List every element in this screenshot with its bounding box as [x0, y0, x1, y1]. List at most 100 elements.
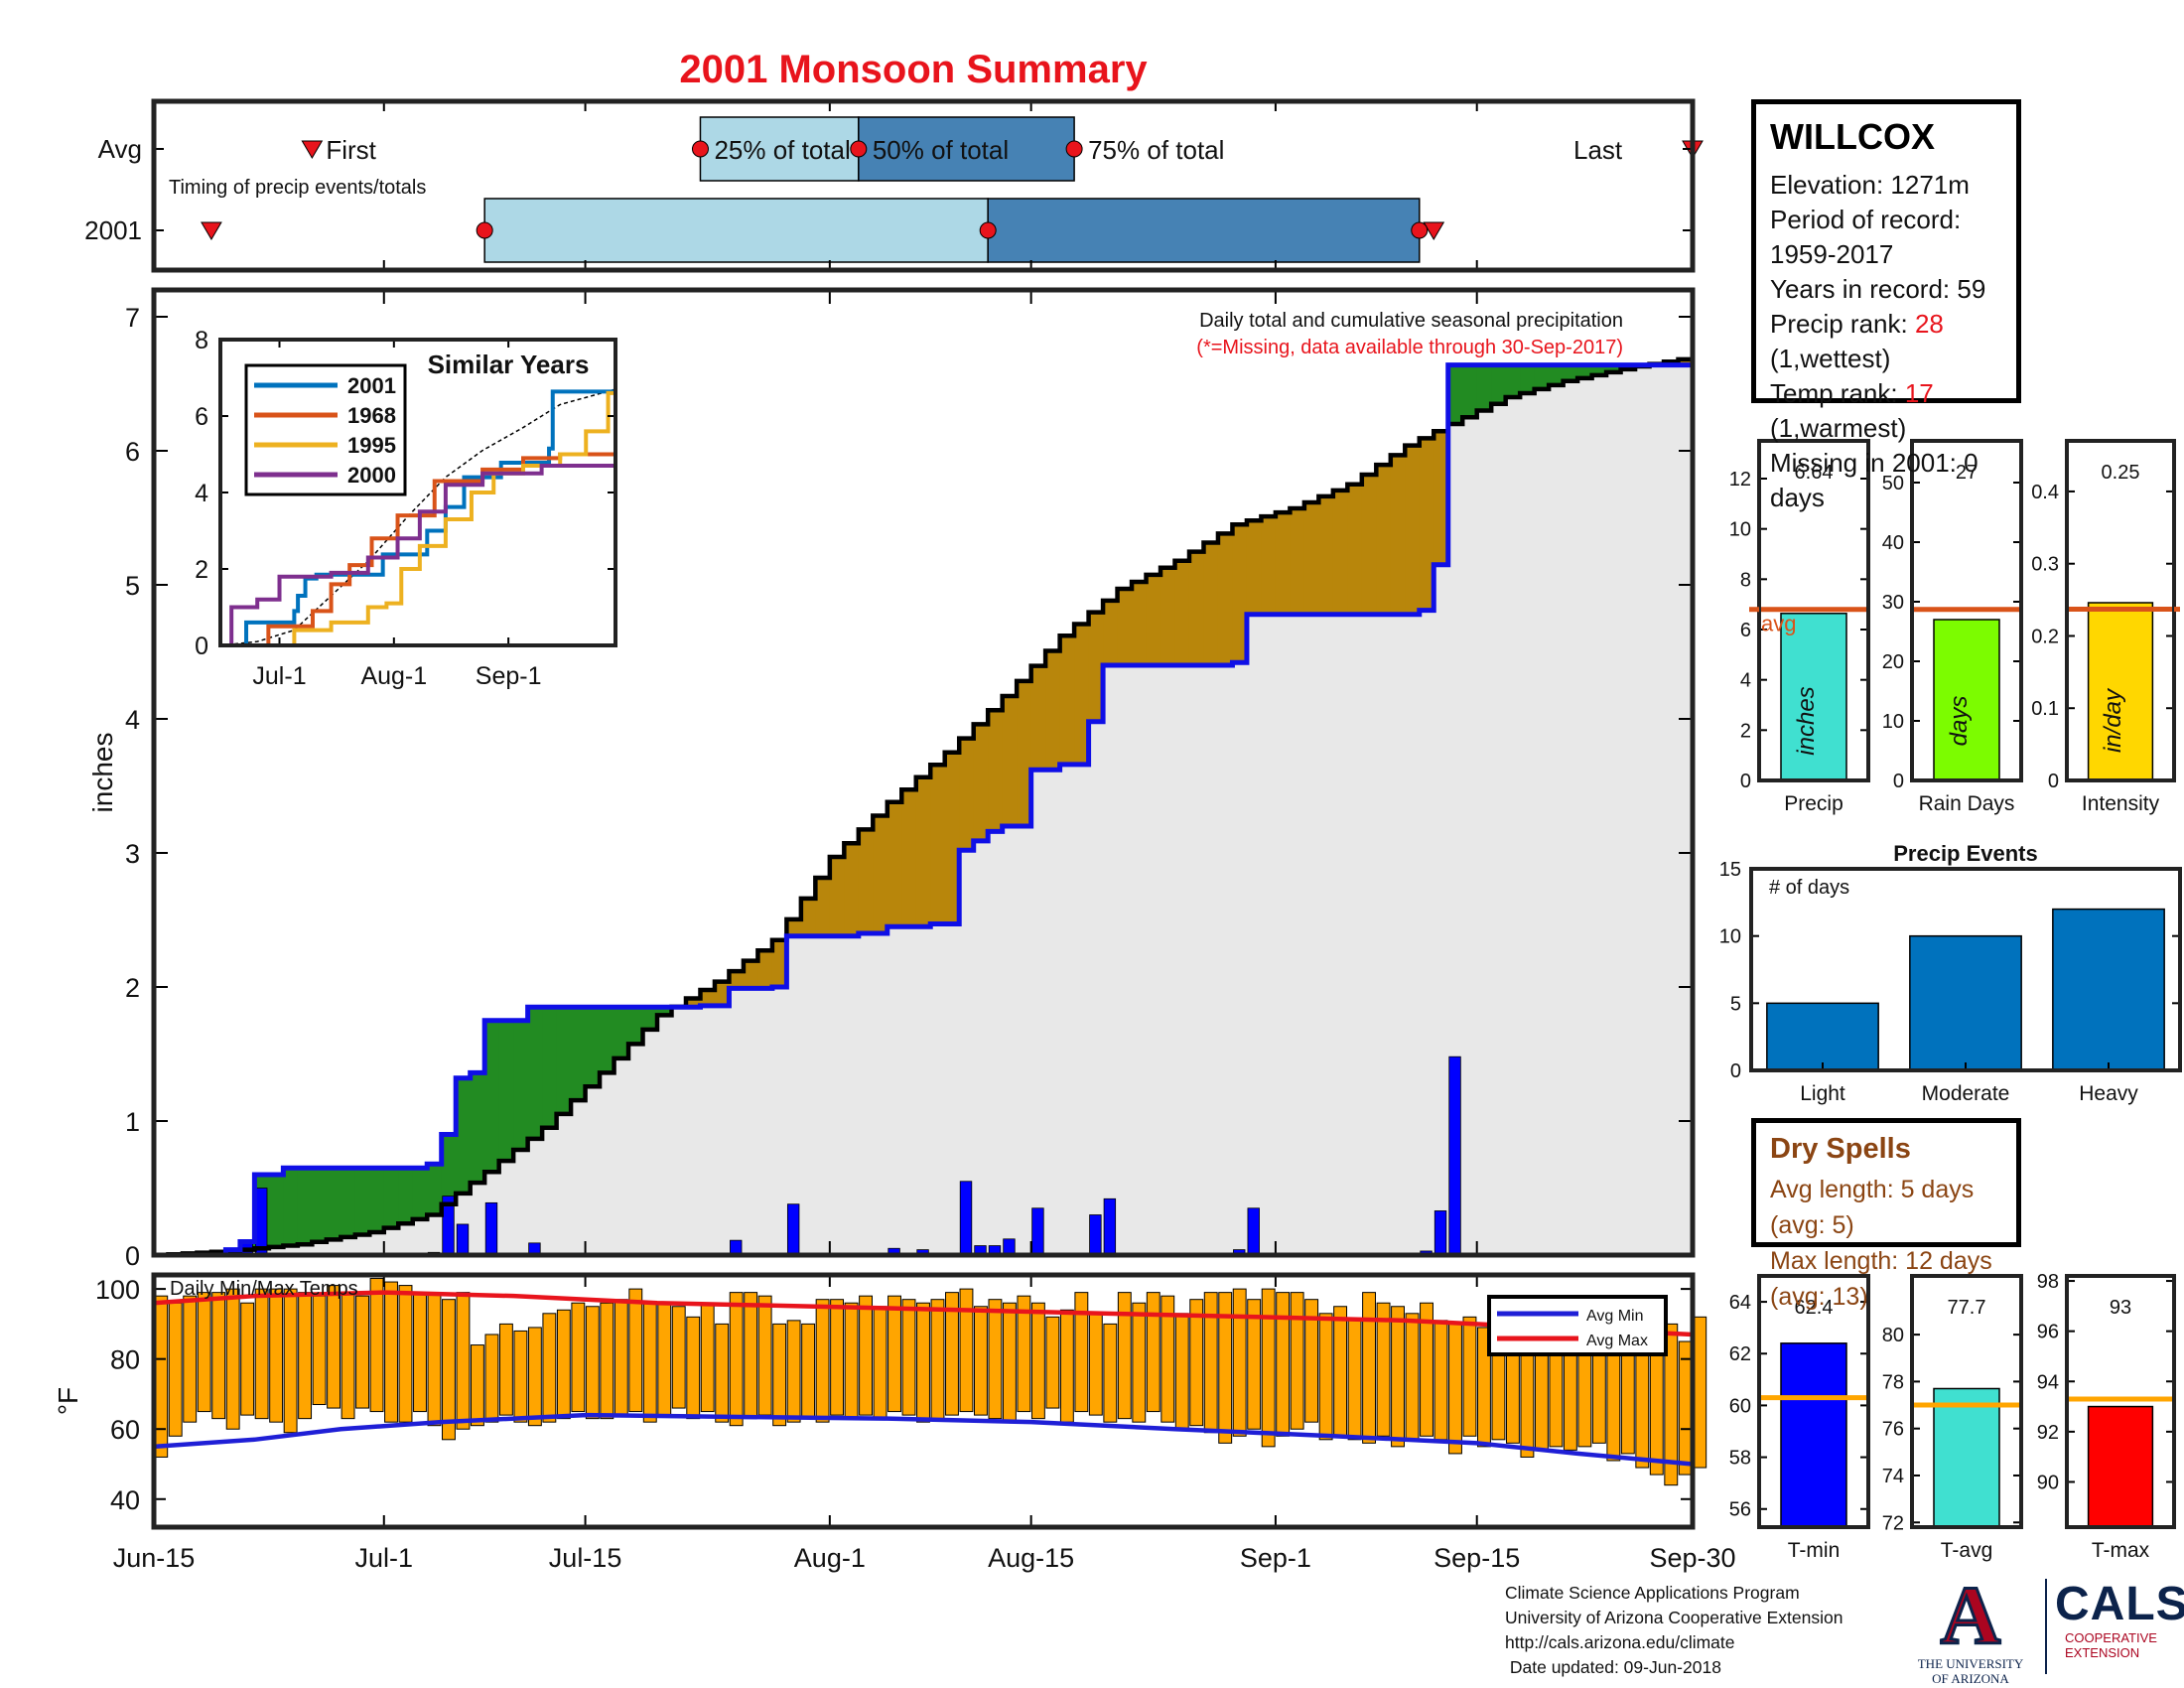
above-average-area — [383, 1168, 399, 1228]
above-average-area — [470, 1072, 485, 1184]
above-average-area — [542, 1007, 558, 1128]
daily-temp-bar — [1002, 1302, 1017, 1423]
above-average-area — [498, 1020, 514, 1162]
dry-spells-max: Max length: 12 days (avg: 13) — [1770, 1247, 1992, 1311]
intensity-bar — [2087, 602, 2154, 781]
t_min-ytick-label: 62 — [1729, 1343, 1751, 1365]
above-average-area — [571, 1007, 587, 1101]
timing-marker-first — [201, 221, 222, 240]
daily-temp-bar — [369, 1278, 384, 1413]
daily-temp-bar — [283, 1288, 298, 1434]
t_min-ytick-label: 58 — [1729, 1448, 1751, 1470]
cals-logo-subtext: EXTENSION — [2065, 1645, 2140, 1660]
daily-precip-bar — [1247, 1207, 1260, 1256]
above-average-area — [600, 1007, 615, 1073]
daily-temp-bar — [312, 1295, 327, 1406]
above-average-area — [614, 1007, 629, 1058]
daily-temp-bar — [1420, 1302, 1433, 1437]
events-ytick-label: 5 — [1730, 993, 1741, 1015]
main-ytick-label: 7 — [125, 303, 140, 333]
temp-ytick-label: 100 — [95, 1275, 140, 1305]
daily-temp-bar — [527, 1327, 542, 1427]
main-ytick-label: 6 — [125, 437, 140, 467]
precip-events-bar — [1766, 1002, 1879, 1071]
t_avg-ytick-label: 74 — [1882, 1466, 1904, 1487]
below-average-area — [988, 710, 1004, 832]
below-average-area — [1103, 600, 1119, 665]
t_avg-panel-frame — [1910, 1274, 2023, 1529]
daily-temp-bar — [1088, 1313, 1103, 1416]
x-axis-date-label: Jul-15 — [549, 1543, 622, 1573]
daily-temp-bar — [1477, 1327, 1491, 1448]
below-average-area — [1290, 508, 1305, 615]
period-of-record: Period of record: 1959-2017 — [1770, 205, 1962, 269]
t_max-ytick-label: 94 — [2037, 1371, 2059, 1393]
precip_total-bar — [1780, 613, 1847, 781]
temp-y-axis-label: °F — [53, 1387, 83, 1415]
t_min-bar — [1780, 1342, 1847, 1528]
intensity-ytick-label: 0.3 — [2031, 554, 2059, 576]
events-ytick-label: 10 — [1719, 926, 1741, 948]
credit-line: University of Arizona Cooperative Extens… — [1505, 1608, 1843, 1627]
below-average-area — [1174, 560, 1190, 665]
daily-temp-bar — [211, 1292, 226, 1420]
t_min-value-label: 62.4 — [1795, 1297, 1834, 1319]
t_avg-category-label: T-avg — [1941, 1539, 1993, 1562]
timing-row-label: Avg — [98, 134, 142, 164]
above-average-area — [1577, 364, 1593, 378]
inset-ytick-label: 4 — [195, 480, 208, 507]
below-average-area — [1390, 455, 1406, 615]
timing-panel-frame — [151, 98, 1696, 273]
daily-temp-bar — [1232, 1288, 1247, 1437]
daily-temp-bar — [901, 1299, 916, 1416]
t_max-bar — [2087, 1405, 2154, 1528]
daily-temp-bar — [930, 1299, 945, 1420]
main-ytick-label: 3 — [125, 839, 140, 869]
below-average-area — [1318, 495, 1334, 615]
below-average-area — [858, 829, 874, 933]
precip-events-annotation: # of days — [1769, 877, 1849, 899]
below-average-area — [1203, 542, 1219, 665]
daily-temp-bar — [671, 1306, 686, 1409]
x-axis-date-label: Jul-1 — [355, 1543, 414, 1573]
below-average-area — [1017, 680, 1032, 826]
above-average-area — [412, 1168, 428, 1219]
credit-line: http://cals.arizona.edu/climate — [1505, 1632, 1735, 1652]
inset-xtick-label: Aug-1 — [360, 662, 427, 690]
daily-temp-bar — [1462, 1316, 1477, 1437]
daily-temp-bar — [1117, 1292, 1132, 1420]
rain_days-ytick-label: 20 — [1882, 651, 1904, 673]
elevation: Elevation: 1271m — [1770, 170, 1970, 200]
temp-legend-box — [1487, 1295, 1668, 1356]
daily-temp-bar — [757, 1295, 772, 1416]
timing-caption: Timing of precip events/totals — [169, 177, 426, 199]
temp-rank-value: 17 — [1904, 378, 1934, 408]
above-average-area — [1462, 364, 1478, 418]
inset-ytick-label: 6 — [195, 403, 208, 431]
daily-temp-bar — [1276, 1292, 1291, 1437]
inset-legend-label: 1968 — [347, 403, 396, 428]
main-panel-frame — [151, 287, 1696, 1258]
precip-events-category-label: Light — [1800, 1082, 1845, 1105]
precip_total-ytick-label: 8 — [1740, 569, 1751, 591]
daily-temp-bar — [642, 1302, 657, 1423]
events-ytick-label: 0 — [1730, 1060, 1741, 1082]
daily-temp-bar — [1304, 1299, 1319, 1423]
intensity-ytick-label: 0.4 — [2031, 482, 2059, 503]
timing-label-first: First — [326, 135, 376, 165]
timing-label-last: Last — [1573, 135, 1623, 165]
main-annotation: Daily total and cumulative seasonal prec… — [1199, 310, 1623, 332]
daily-temp-bar — [1146, 1292, 1160, 1413]
daily-temp-bar — [327, 1285, 341, 1409]
temp-rank-note: (1,warmest) — [1770, 413, 1907, 443]
below-average-area — [1074, 624, 1090, 765]
similar-year-line-1995 — [220, 390, 615, 647]
daily-temp-bar — [442, 1299, 456, 1441]
daily-temp-bar — [715, 1323, 730, 1423]
daily-temp-bar — [614, 1299, 628, 1416]
x-axis-date-label: Jun-15 — [113, 1543, 196, 1573]
below-average-area — [1347, 484, 1363, 615]
below-average-area — [915, 776, 931, 927]
above-average-area — [513, 1020, 529, 1151]
above-average-area — [484, 1020, 500, 1173]
